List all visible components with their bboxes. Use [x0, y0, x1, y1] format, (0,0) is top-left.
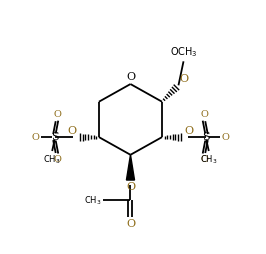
- Text: O: O: [200, 110, 208, 119]
- Text: O: O: [221, 133, 229, 141]
- Text: S: S: [202, 132, 210, 142]
- Text: O: O: [126, 182, 135, 192]
- Text: O: O: [32, 133, 40, 141]
- Polygon shape: [126, 155, 135, 180]
- Text: O: O: [179, 74, 188, 84]
- Text: OCH$_3$: OCH$_3$: [170, 45, 197, 59]
- Text: O: O: [126, 72, 135, 82]
- Text: S: S: [51, 132, 59, 142]
- Text: CH$_3$: CH$_3$: [200, 153, 218, 166]
- Text: O: O: [126, 219, 135, 229]
- Text: O: O: [184, 126, 193, 136]
- Text: O: O: [53, 110, 61, 119]
- Text: O: O: [200, 155, 208, 164]
- Text: CH$_3$: CH$_3$: [84, 194, 101, 207]
- Text: CH$_3$: CH$_3$: [43, 153, 61, 166]
- Text: O: O: [68, 126, 77, 136]
- Text: O: O: [53, 155, 61, 164]
